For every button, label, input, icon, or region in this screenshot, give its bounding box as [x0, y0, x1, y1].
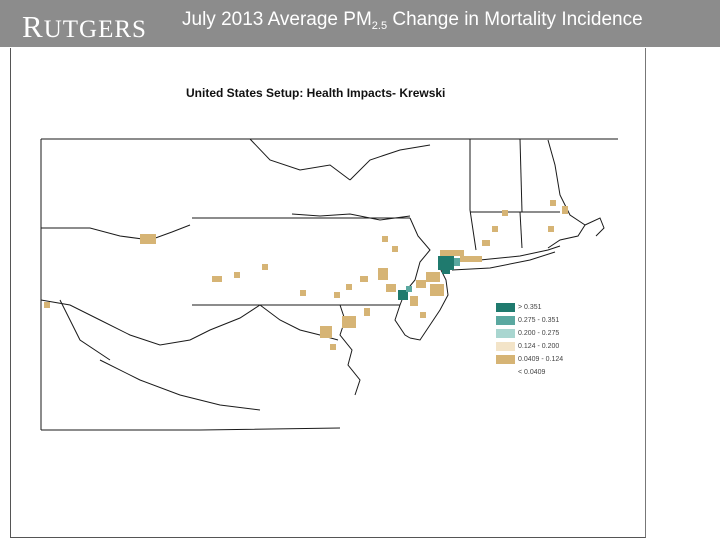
- nj-coast: [409, 267, 449, 341]
- cell-nyc-highest: [442, 266, 450, 274]
- cell-low: [140, 234, 156, 244]
- state-boundaries: [40, 138, 618, 431]
- cell-low: [334, 292, 340, 298]
- cell-low: [416, 280, 426, 288]
- cell-philly-highest: [398, 290, 408, 300]
- cell-nyc-high: [454, 258, 460, 266]
- cell-low: [342, 316, 356, 328]
- cell-low: [548, 226, 554, 232]
- ny-interior: [349, 144, 431, 181]
- lake-ontario-shore: [291, 213, 411, 221]
- legend-swatch: [496, 342, 515, 351]
- lake-shore: [41, 224, 191, 241]
- slide-header: RUTGERS July 2013 Average PM2.5 Change i…: [0, 0, 720, 47]
- slide-title: July 2013 Average PM2.5 Change in Mortal…: [182, 9, 643, 32]
- impact-cells: [44, 200, 568, 350]
- cell-low: [212, 276, 222, 282]
- legend-label: 0.200 - 0.275: [518, 330, 560, 337]
- va-nc-border: [41, 427, 341, 431]
- cell-low: [300, 290, 306, 296]
- cell-low: [410, 296, 418, 306]
- cell-low: [502, 210, 508, 216]
- legend-label: 0.275 - 0.351: [518, 317, 560, 324]
- cell-low: [262, 264, 268, 270]
- delaware-bay: [394, 304, 411, 339]
- legend-label: < 0.0409: [518, 369, 546, 376]
- cell-low: [562, 206, 568, 214]
- cell-low: [346, 284, 352, 290]
- cell-low: [386, 284, 396, 292]
- cell-low: [360, 276, 368, 282]
- cell-low: [330, 344, 336, 350]
- map-frame: [10, 48, 646, 538]
- ohio-line: [40, 180, 111, 361]
- cell-low: [426, 272, 440, 282]
- legend-label: 0.0409 - 0.124: [518, 356, 564, 363]
- map-title: United States Setup: Health Impacts- Kre…: [186, 86, 446, 100]
- cell-low: [420, 312, 426, 318]
- cell-low: [364, 308, 370, 316]
- cell-low: [320, 326, 332, 338]
- cell-low: [378, 268, 388, 280]
- rutgers-logo: RUTGERS: [22, 9, 147, 44]
- ct-ri-border: [519, 211, 523, 249]
- va-interior: [99, 359, 261, 411]
- legend-label: 0.124 - 0.200: [518, 343, 560, 350]
- cell-low: [44, 302, 50, 308]
- wv-border: [40, 299, 261, 346]
- cell-low: [430, 284, 444, 296]
- legend-swatch: [496, 368, 515, 377]
- cell-low: [382, 236, 388, 242]
- cell-low: [234, 272, 240, 278]
- ny-new-england-border: [469, 139, 477, 251]
- cell-low: [482, 240, 490, 246]
- cell-philly-high: [406, 286, 412, 292]
- nh-vt-border: [519, 138, 523, 213]
- cape-cod: [584, 217, 605, 237]
- cell-low: [440, 250, 464, 256]
- legend-label: > 0.351: [518, 304, 542, 311]
- cell-low: [392, 246, 398, 252]
- legend-swatch: [496, 303, 515, 312]
- legend-swatch: [496, 316, 515, 325]
- legend-swatch: [496, 355, 515, 364]
- new-england-coast: [547, 139, 586, 249]
- cell-low: [550, 200, 556, 206]
- legend-swatch: [496, 329, 515, 338]
- canada-border: [249, 138, 351, 181]
- cell-low: [492, 226, 498, 232]
- cell-low: [460, 256, 482, 262]
